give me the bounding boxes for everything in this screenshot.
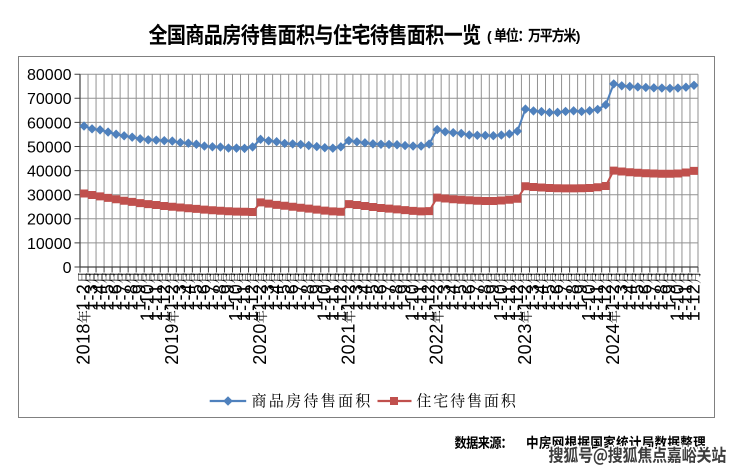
svg-text:1-10: 1-10: [226, 284, 246, 321]
svg-text:70000: 70000: [27, 91, 72, 108]
svg-text:1-7: 1-7: [555, 284, 575, 311]
svg-text:1-9: 1-9: [659, 284, 679, 311]
svg-text:1-5: 1-5: [98, 284, 118, 311]
svg-text:1-9: 1-9: [306, 284, 326, 311]
svg-text:1-3: 1-3: [523, 284, 543, 311]
svg-text:1-7: 1-7: [643, 284, 663, 311]
svg-text:1-8: 1-8: [651, 284, 671, 311]
svg-text:1-10: 1-10: [403, 284, 423, 321]
svg-text:1-12: 1-12: [330, 284, 350, 321]
svg-text:1-4: 1-4: [619, 284, 639, 311]
svg-text:1-4: 1-4: [178, 284, 198, 311]
svg-text:0: 0: [63, 260, 72, 277]
svg-text:1-6: 1-6: [370, 284, 390, 311]
svg-text:1-6: 1-6: [547, 284, 567, 311]
svg-text:1-4: 1-4: [531, 284, 551, 311]
svg-text:1-3: 1-3: [435, 284, 455, 311]
svg-text:1-6: 1-6: [635, 284, 655, 311]
svg-text:1-3: 1-3: [346, 284, 366, 311]
svg-text:1-11: 1-11: [322, 284, 342, 321]
svg-text:1-8: 1-8: [210, 284, 230, 311]
svg-text:20231-2: 20231-2: [515, 284, 535, 365]
svg-text:1-8: 1-8: [387, 284, 407, 311]
svg-text:1-3: 1-3: [170, 284, 190, 311]
svg-text:1-4: 1-4: [354, 284, 374, 311]
svg-text:1-5: 1-5: [186, 284, 206, 311]
svg-text:1-10: 1-10: [138, 284, 158, 321]
svg-text:1-12: 1-12: [595, 284, 615, 321]
svg-text:1-4: 1-4: [443, 284, 463, 311]
svg-text:1-10: 1-10: [579, 284, 599, 321]
svg-text:1-6: 1-6: [459, 284, 479, 311]
svg-text:10000: 10000: [27, 236, 72, 253]
svg-text:60000: 60000: [27, 115, 72, 132]
svg-text:(: (: [487, 28, 492, 44]
svg-text:1-12: 1-12: [242, 284, 262, 321]
svg-text:): ): [576, 28, 581, 44]
svg-text:1-3: 1-3: [82, 284, 102, 311]
svg-text:1-6: 1-6: [194, 284, 214, 311]
svg-text:1-9: 1-9: [571, 284, 591, 311]
svg-text:1-11: 1-11: [234, 284, 254, 321]
svg-text:1-11: 1-11: [411, 284, 431, 321]
svg-text:50000: 50000: [27, 139, 72, 156]
svg-text:1-4: 1-4: [266, 284, 286, 311]
svg-text:1-12: 1-12: [507, 284, 527, 321]
svg-text:1-12: 1-12: [154, 284, 174, 321]
svg-text:1-5: 1-5: [627, 284, 647, 311]
svg-text:1-8: 1-8: [122, 284, 142, 311]
svg-text:1-10: 1-10: [314, 284, 334, 321]
svg-text:20000: 20000: [27, 212, 72, 229]
svg-text:1-7: 1-7: [467, 284, 487, 311]
svg-text:1-5: 1-5: [539, 284, 559, 311]
svg-text:1-6: 1-6: [282, 284, 302, 311]
svg-text:1-7: 1-7: [290, 284, 310, 311]
svg-text:30000: 30000: [27, 188, 72, 205]
svg-text:1-5: 1-5: [362, 284, 382, 311]
svg-text:1-10: 1-10: [491, 284, 511, 321]
svg-text:1-11: 1-11: [675, 284, 695, 321]
svg-text:1-10: 1-10: [667, 284, 687, 321]
svg-text:20201-2: 20201-2: [250, 284, 270, 365]
svg-text:40000: 40000: [27, 164, 72, 181]
svg-text:20241-2: 20241-2: [603, 284, 623, 365]
svg-text:1-12: 1-12: [683, 284, 703, 321]
svg-text:1-3: 1-3: [258, 284, 278, 311]
svg-text:1-9: 1-9: [218, 284, 238, 311]
svg-text:1-11: 1-11: [587, 284, 607, 321]
svg-text:1-4: 1-4: [90, 284, 110, 311]
svg-text:1-11: 1-11: [499, 284, 519, 321]
svg-text:1-9: 1-9: [395, 284, 415, 311]
svg-text:1-5: 1-5: [274, 284, 294, 311]
svg-text:80000: 80000: [27, 67, 72, 84]
svg-text:1-7: 1-7: [202, 284, 222, 311]
svg-text:20211-2: 20211-2: [338, 284, 358, 365]
svg-text:20221-2: 20221-2: [427, 284, 447, 365]
svg-text:1-8: 1-8: [563, 284, 583, 311]
svg-text:20181-2: 20181-2: [74, 284, 94, 365]
svg-text:1-9: 1-9: [483, 284, 503, 311]
svg-text:20191-2: 20191-2: [162, 284, 182, 365]
svg-text:1-7: 1-7: [379, 284, 399, 311]
svg-text:1-9: 1-9: [130, 284, 150, 311]
svg-text:1-12: 1-12: [419, 284, 439, 321]
svg-text:1-6: 1-6: [106, 284, 126, 311]
svg-text:1-8: 1-8: [298, 284, 318, 311]
svg-text:1-5: 1-5: [451, 284, 471, 311]
svg-text:1-11: 1-11: [146, 284, 166, 321]
svg-text:1-7: 1-7: [114, 284, 134, 311]
svg-text:1-3: 1-3: [611, 284, 631, 311]
svg-text:1-8: 1-8: [475, 284, 495, 311]
